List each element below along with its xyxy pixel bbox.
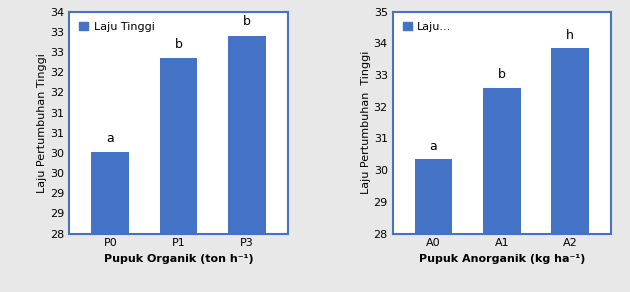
Text: h: h — [566, 29, 574, 42]
Bar — [483, 88, 520, 292]
Bar — [160, 58, 197, 292]
Text: a: a — [106, 132, 114, 145]
Text: b: b — [498, 68, 506, 81]
Bar — [551, 48, 589, 292]
Y-axis label: Laju Pertumbuhan Tinggi: Laju Pertumbuhan Tinggi — [37, 53, 47, 193]
X-axis label: Pupuk Organik (ton h⁻¹): Pupuk Organik (ton h⁻¹) — [104, 254, 253, 264]
Bar — [228, 36, 266, 292]
Legend: Laju Tinggi: Laju Tinggi — [75, 17, 159, 36]
Legend: Laju...: Laju... — [398, 17, 455, 36]
X-axis label: Pupuk Anorganik (kg ha⁻¹): Pupuk Anorganik (kg ha⁻¹) — [419, 254, 585, 264]
Text: b: b — [175, 37, 183, 51]
Text: a: a — [430, 140, 437, 153]
Text: b: b — [243, 15, 251, 28]
Y-axis label: Laju Pertumbuhan  Tinggi: Laju Pertumbuhan Tinggi — [361, 51, 370, 194]
Bar — [91, 152, 129, 292]
Bar — [415, 159, 452, 292]
